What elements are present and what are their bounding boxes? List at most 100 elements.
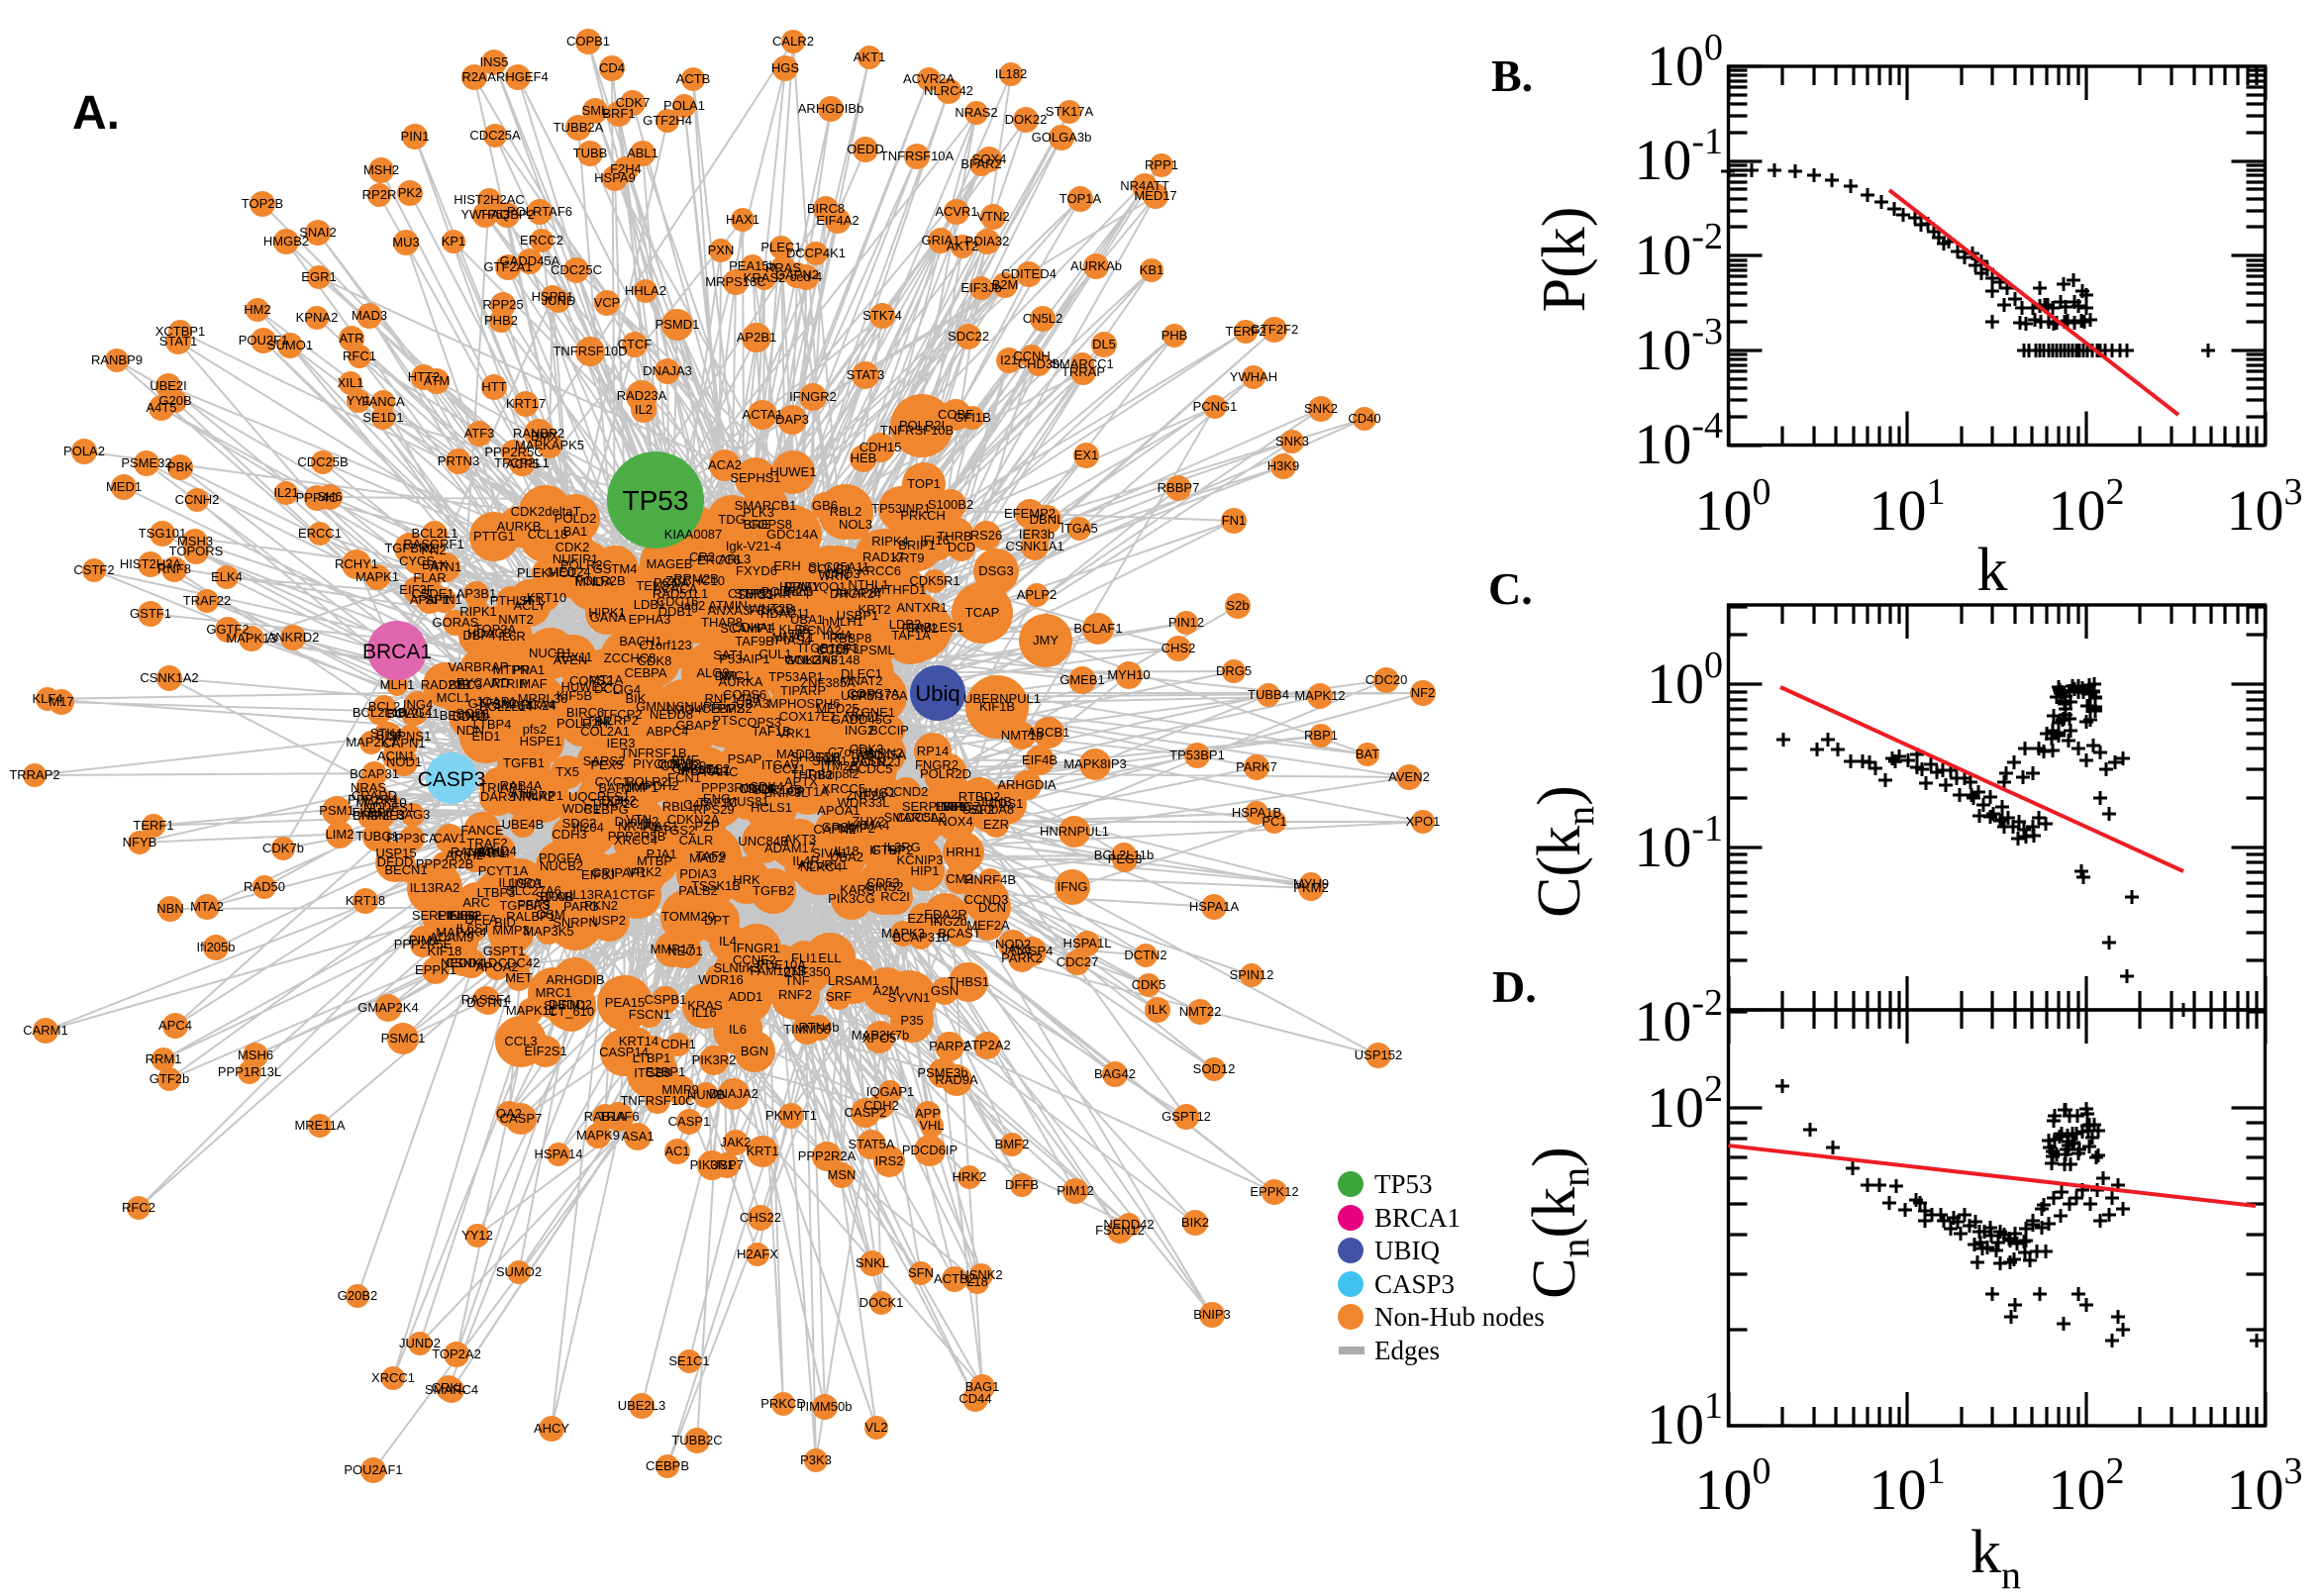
svg-text:TOP1: TOP1 — [907, 476, 941, 491]
svg-text:DRG5: DRG5 — [1216, 663, 1252, 678]
svg-text:CARM1: CARM1 — [23, 1023, 68, 1038]
svg-text:ANTXR1: ANTXR1 — [896, 600, 947, 615]
svg-text:RS26: RS26 — [970, 528, 1003, 543]
svg-text:SFN: SFN — [908, 1265, 934, 1280]
svg-text:HM2: HM2 — [244, 302, 270, 317]
svg-text:BRE: BRE — [744, 517, 770, 532]
svg-text:POLR2D: POLR2D — [920, 766, 971, 781]
svg-text:CD53: CD53 — [866, 875, 899, 890]
svg-text:TFAP2C: TFAP2C — [590, 796, 639, 811]
svg-text:CCL3: CCL3 — [504, 1034, 537, 1048]
svg-text:FCN1: FCN1 — [667, 770, 701, 785]
svg-text:BIK2: BIK2 — [1181, 1215, 1209, 1230]
svg-text:DDB1: DDB1 — [658, 604, 693, 619]
svg-text:ATF3: ATF3 — [464, 426, 495, 441]
svg-text:NUCB2: NUCB2 — [540, 858, 583, 873]
svg-text:APAF1: APAF1 — [410, 592, 450, 607]
svg-text:SE1C1: SE1C1 — [668, 1353, 709, 1368]
svg-text:CDC27: CDC27 — [1057, 954, 1099, 969]
svg-text:TIMM50b: TIMM50b — [798, 1399, 853, 1414]
svg-text:TFCP2L1: TFCP2L1 — [494, 455, 550, 470]
svg-text:TAF1C: TAF1C — [698, 795, 738, 810]
svg-text:NR4A1: NR4A1 — [618, 819, 659, 834]
svg-text:PTS: PTS — [712, 713, 738, 728]
svg-text:UBIQ: UBIQ — [1374, 1236, 1440, 1265]
svg-text:PHB2: PHB2 — [484, 313, 518, 328]
svg-text:SMARCA4: SMARCA4 — [493, 697, 556, 712]
svg-text:CSNK1A1: CSNK1A1 — [1005, 539, 1063, 553]
svg-text:Edges: Edges — [1374, 1336, 1440, 1365]
svg-text:UQCRFS1: UQCRFS1 — [568, 789, 630, 804]
svg-text:CD44: CD44 — [959, 1391, 991, 1406]
svg-text:SNK3: SNK3 — [1275, 434, 1309, 449]
svg-text:BCL2L10: BCL2L10 — [353, 705, 406, 720]
svg-text:MTA2: MTA2 — [190, 899, 224, 914]
svg-text:PCNA2: PCNA2 — [798, 623, 841, 638]
svg-text:MT1A: MT1A — [589, 672, 624, 687]
svg-text:NR4ATT: NR4ATT — [1120, 178, 1169, 193]
svg-text:COPS2: COPS2 — [569, 673, 613, 688]
svg-text:SMN1: SMN1 — [812, 753, 848, 768]
svg-text:BRF1: BRF1 — [602, 106, 635, 121]
svg-text:SNRPN: SNRPN — [553, 915, 598, 930]
svg-text:RAD23B: RAD23B — [421, 677, 471, 692]
svg-text:GTF2b: GTF2b — [150, 1071, 189, 1086]
svg-text:TKT: TKT — [789, 627, 814, 642]
svg-text:CCNH2: CCNH2 — [175, 492, 220, 507]
svg-text:ITGB18P3: ITGB18P3 — [799, 641, 859, 655]
svg-text:RTBD2: RTBD2 — [959, 789, 1000, 804]
svg-text:PLAGL1: PLAGL1 — [681, 763, 730, 778]
svg-text:USP5: USP5 — [841, 688, 874, 703]
svg-text:PSME3: PSME3 — [361, 808, 405, 823]
svg-text:GSTF1: GSTF1 — [130, 606, 171, 621]
svg-text:MMP17: MMP17 — [651, 942, 695, 956]
svg-text:FXYD6: FXYD6 — [736, 563, 777, 578]
svg-text:COPS3: COPS3 — [738, 715, 781, 730]
svg-text:ZNF148: ZNF148 — [814, 652, 860, 667]
svg-text:MED25: MED25 — [816, 701, 858, 716]
svg-text:MAD3: MAD3 — [352, 308, 387, 323]
svg-text:IL6R: IL6R — [498, 629, 525, 644]
svg-text:G20B2: G20B2 — [338, 1288, 377, 1303]
svg-text:TP53BP1: TP53BP1 — [1169, 748, 1225, 762]
svg-text:OSM: OSM — [536, 907, 565, 922]
svg-text:HSPE1: HSPE1 — [520, 734, 562, 748]
svg-text:CDC20: CDC20 — [1365, 672, 1408, 687]
svg-text:KLF6: KLF6 — [778, 622, 809, 637]
svg-text:POLD2: POLD2 — [555, 511, 597, 526]
svg-text:YWHAQ: YWHAQ — [460, 207, 509, 222]
svg-text:XRCC1: XRCC1 — [371, 1370, 415, 1385]
svg-text:PIK3CG: PIK3CG — [828, 891, 875, 906]
svg-text:IL2RG: IL2RG — [883, 840, 921, 854]
svg-text:POU2AF1: POU2AF1 — [344, 1462, 402, 1477]
svg-text:IFNGR2: IFNGR2 — [789, 389, 837, 404]
svg-text:ADAM9: ADAM9 — [430, 930, 474, 945]
svg-text:HUWE1: HUWE1 — [770, 464, 817, 479]
svg-text:BIRC6: BIRC6 — [566, 705, 604, 720]
svg-text:SLNtrk3: SLNtrk3 — [714, 960, 760, 975]
svg-text:RTN4: RTN4 — [476, 846, 510, 860]
svg-text:LTBP4: LTBP4 — [473, 717, 512, 732]
svg-text:JOAP1: JOAP1 — [475, 694, 516, 709]
svg-text:HDAC8: HDAC8 — [467, 626, 511, 641]
svg-text:MAGEB: MAGEB — [647, 556, 693, 571]
svg-text:ANKRD2: ANKRD2 — [267, 630, 320, 645]
svg-text:CAV1: CAV1 — [434, 831, 466, 846]
svg-text:MAF: MAF — [520, 676, 548, 691]
svg-text:KIF18: KIF18 — [428, 944, 462, 958]
svg-text:ATIP: ATIP — [510, 786, 538, 801]
svg-text:HTT: HTT — [481, 379, 506, 394]
svg-text:RNF144B: RNF144B — [704, 691, 760, 706]
svg-text:ASA1: ASA1 — [621, 1129, 654, 1144]
svg-text:WRN: WRN — [818, 568, 849, 583]
svg-text:MYH10: MYH10 — [1107, 667, 1150, 682]
svg-text:TAF1B: TAF1B — [752, 724, 791, 739]
svg-text:C1orf123: C1orf123 — [639, 638, 691, 652]
svg-text:CDC14B: CDC14B — [752, 782, 802, 797]
svg-text:C7orf64: C7orf64 — [828, 745, 873, 759]
svg-text:MAP2K7: MAP2K7 — [346, 735, 396, 749]
svg-text:FN1: FN1 — [1222, 513, 1247, 528]
svg-text:ILK: ILK — [1148, 1002, 1167, 1017]
svg-text:POLA1: POLA1 — [663, 98, 705, 113]
svg-text:UBE4B: UBE4B — [502, 817, 545, 832]
